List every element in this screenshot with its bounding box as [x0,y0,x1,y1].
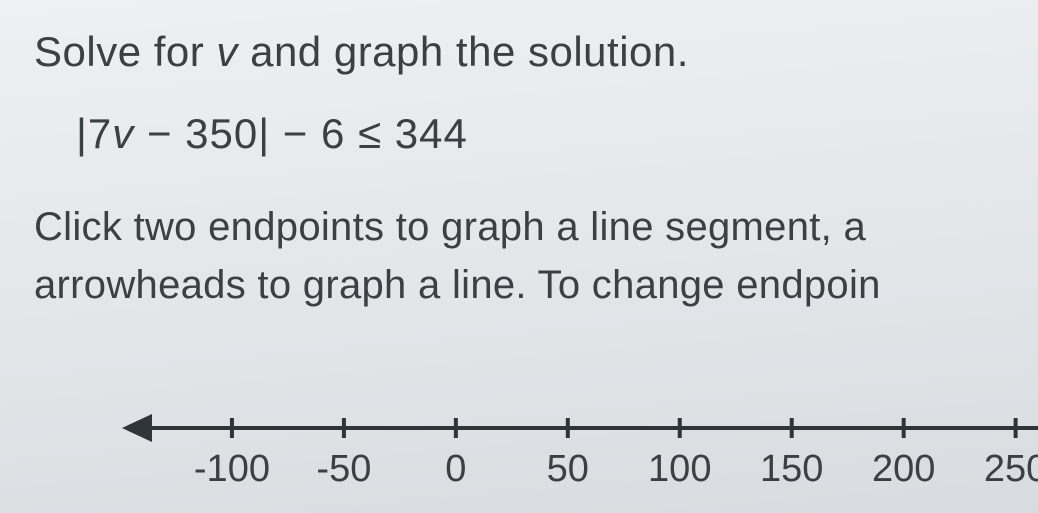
equation: |7v − 350| − 6 ≤ 344 [76,110,1038,158]
instruction-line-2: arrowheads to graph a line. To change en… [34,256,1038,314]
tick-label: 50 [547,448,589,491]
tick-label: -100 [194,448,270,491]
tick-label: 100 [648,448,711,491]
prompt-prefix: Solve for [34,28,216,75]
number-line[interactable]: -100 -50 0 50 100 150 200 250 [120,400,1038,510]
tick-label: -50 [316,448,371,491]
tick-label: 150 [760,448,823,491]
tick-label: 0 [445,448,466,491]
tick-label: 200 [872,448,935,491]
problem-prompt: Solve for v and graph the solution. [34,28,1038,76]
problem-variable: v [216,28,238,75]
prompt-suffix: and graph the solution. [238,28,689,75]
tick-label: 250 [984,448,1038,491]
instruction-line-1: Click two endpoints to graph a line segm… [34,198,1038,256]
